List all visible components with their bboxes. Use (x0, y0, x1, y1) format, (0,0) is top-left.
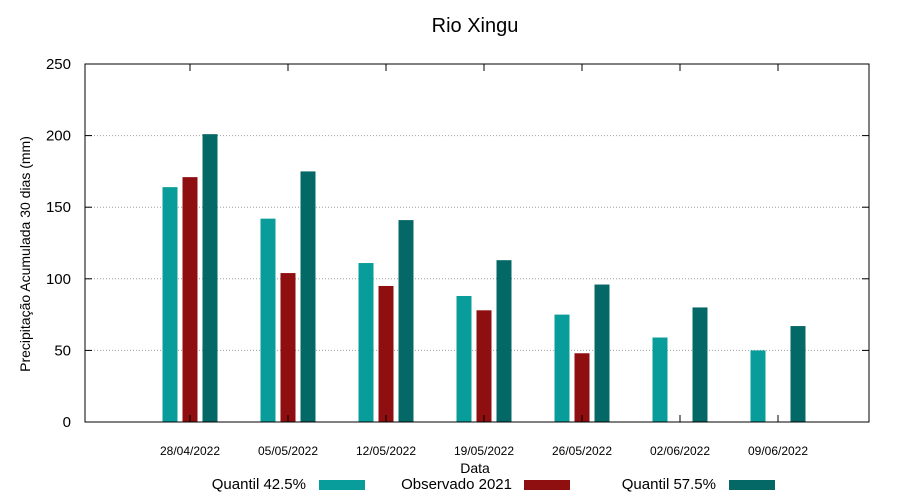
y-tick-label: 150 (46, 199, 71, 216)
x-tick-label: 05/05/2022 (258, 444, 318, 458)
x-tick-label: 12/05/2022 (356, 444, 416, 458)
bar (476, 310, 492, 422)
bars (162, 134, 806, 422)
y-axis-ticks: 0 50 100 150 200 250 (46, 56, 869, 431)
x-tick-label: 02/06/2022 (650, 444, 710, 458)
chart-title: Rio Xingu (432, 15, 519, 37)
legend-swatch (729, 480, 775, 490)
y-tick-label: 100 (46, 271, 71, 288)
bar (162, 187, 178, 422)
bar (594, 284, 610, 422)
legend-swatch (524, 480, 570, 490)
x-tick-label: 19/05/2022 (454, 444, 514, 458)
bar (378, 285, 394, 422)
legend-label: Quantil 57.5% (622, 476, 716, 493)
bar (692, 307, 708, 422)
y-axis-label: Precipitação Acumulada 30 dias (mm) (17, 136, 33, 372)
bar (398, 220, 414, 422)
legend: Quantil 42.5% Observado 2021 Quantil 57.5% (212, 476, 775, 493)
y-tick-label: 250 (46, 56, 71, 73)
bar (300, 171, 316, 422)
bar (260, 218, 276, 422)
y-tick-label: 50 (54, 342, 71, 359)
x-axis-label: Data (460, 460, 490, 476)
bar (456, 295, 472, 422)
bar (358, 263, 374, 422)
bar (280, 273, 296, 422)
legend-label: Observado 2021 (401, 476, 512, 493)
bar (554, 314, 570, 422)
bar (790, 326, 806, 422)
x-tick-label: 26/05/2022 (552, 444, 612, 458)
plot-frame (84, 63, 870, 423)
y-tick-label: 200 (46, 128, 71, 145)
x-axis-ticks: 28/04/2022 05/05/2022 12/05/2022 19/05/2022… (160, 64, 808, 458)
bar (750, 350, 766, 422)
x-tick-label: 09/06/2022 (748, 444, 808, 458)
bar (202, 134, 218, 422)
bar (574, 353, 590, 422)
x-tick-label: 28/04/2022 (160, 444, 220, 458)
bar (652, 337, 668, 422)
bar (496, 260, 512, 422)
legend-label: Quantil 42.5% (212, 476, 306, 493)
y-tick-label: 0 (63, 414, 71, 431)
legend-swatch (319, 480, 365, 490)
bar (182, 177, 198, 422)
